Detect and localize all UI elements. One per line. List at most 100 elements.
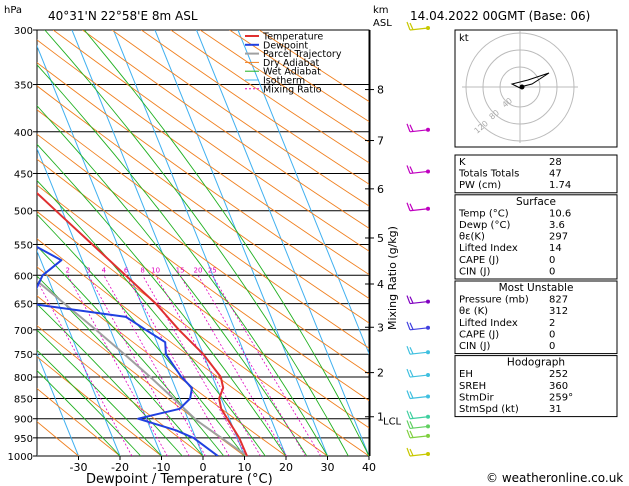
index-value: 10.6: [549, 208, 571, 219]
index-name: Temp (°C): [458, 208, 509, 219]
wind-barb: [406, 123, 430, 133]
legend-entry: Parcel Trajectory: [263, 49, 342, 60]
mixing-ratio-label: 10: [151, 266, 160, 274]
wind-barb-feather: [406, 368, 411, 378]
dry-adiabat-line: [37, 387, 121, 456]
dry-adiabat-line: [37, 266, 287, 456]
wind-barb: [406, 447, 430, 457]
index-value: 259°: [549, 392, 573, 403]
index-value: 47: [549, 169, 562, 180]
wind-barb-dot: [426, 127, 430, 132]
isotherm-line: [37, 249, 121, 456]
wet-adiabat-line: [37, 179, 266, 456]
wet-adiabat-line: [37, 303, 183, 456]
index-value: 360: [549, 381, 568, 392]
legend-entry: Wet Adiabat: [263, 67, 321, 78]
wind-barb-staff: [409, 453, 429, 457]
wind-barb-dot: [426, 299, 430, 304]
pressure-tick-label: 900: [14, 415, 33, 426]
height-axis: 8 7 6 5 4 3 2 1 LCL: [365, 30, 402, 456]
wind-barb: [406, 295, 430, 305]
most-unstable-box: [454, 280, 618, 355]
most-unstable-title: Most Unstable: [499, 282, 574, 294]
mixing-ratio-line: [103, 275, 206, 456]
mixing-ratio-line: [125, 275, 230, 456]
indices-table: K 28 Totals Totals 47 PW (cm) 1.74 Surface Temp…: [454, 154, 618, 418]
index-value: 0: [549, 266, 555, 277]
wind-barb-staff: [409, 208, 429, 212]
legend-entry: Dewpoint: [263, 40, 308, 51]
wind-barb: [406, 21, 430, 31]
height-tick-label: 5: [377, 232, 384, 245]
index-name: Dewp (°C): [459, 220, 510, 231]
skewt-plot: 1 2 3 4 6 8 10 15 20 25 3003504004505005506006507…: [8, 26, 376, 474]
index-name: Totals Totals: [458, 169, 519, 180]
height-tick-label: 4: [377, 278, 384, 291]
isotherm-line: [37, 147, 162, 456]
dry-adiabat-line: [37, 109, 369, 349]
legend-entry: Isotherm: [263, 76, 305, 87]
index-name: CIN (J): [459, 341, 490, 352]
index-name: EH: [459, 369, 473, 380]
wind-barb-feather: [409, 203, 414, 211]
wind-barb-dot: [426, 433, 430, 438]
pressure-tick-label: 500: [14, 207, 33, 218]
index-name: CAPE (J): [459, 329, 499, 340]
mixing-ratio-label: 2: [65, 266, 69, 274]
pressure-tick-label: 600: [14, 271, 33, 282]
wind-barb-feather: [406, 390, 411, 399]
pressure-tick-label: 1000: [8, 452, 33, 463]
dry-adiabat-line: [37, 158, 369, 402]
pressure-tick-label: 800: [14, 373, 33, 384]
wind-barb-feather: [409, 166, 414, 174]
wind-barb-feather: [406, 295, 411, 304]
wind-barb-staff: [409, 327, 429, 331]
index-name: CIN (J): [459, 266, 490, 277]
wet-adiabat-line: [37, 349, 142, 456]
wind-barb-feather: [409, 22, 414, 30]
pressure-tick-label: 850: [14, 394, 33, 405]
wind-barb-feather: [409, 369, 414, 377]
lcl-label: LCL: [383, 417, 402, 428]
isotherm-line: [196, 30, 369, 456]
index-value: 28: [549, 157, 562, 168]
pressure-tick-label: 750: [14, 350, 33, 361]
index-name: Lifted Index: [459, 243, 518, 254]
wind-barb: [406, 420, 430, 430]
legend-entry: Temperature: [262, 32, 323, 43]
index-name: PW (cm): [459, 180, 501, 191]
wind-barb-feather: [406, 202, 411, 211]
pressure-tick-label: 450: [14, 169, 33, 180]
index-name: StmSpd (kt): [459, 404, 519, 415]
mixing-ratio-label: 25: [208, 266, 217, 274]
wind-barb-feather: [409, 391, 414, 399]
wind-barb-feather: [409, 430, 414, 438]
wet-adiabat-line: [37, 213, 245, 456]
hpa-unit-label: hPa: [4, 5, 22, 16]
height-tick-label: 7: [377, 135, 384, 148]
wind-barb-feather: [409, 421, 414, 429]
wind-barb-dot: [426, 350, 430, 355]
wet-adiabat-line: [37, 329, 162, 456]
wind-barb-dot: [426, 373, 430, 378]
wind-barb-feather: [409, 346, 414, 355]
wind-barb-feather: [409, 411, 414, 419]
storm-motion-marker: [519, 84, 525, 90]
temperature-tick-label: 30: [321, 461, 335, 474]
dry-adiabat-line: [170, 30, 369, 164]
hodograph-frame: [454, 29, 618, 148]
mixing-ratio-label: 6: [124, 266, 129, 274]
height-tick-label: 2: [377, 367, 384, 380]
wind-barb-staff: [409, 416, 429, 420]
temperature-tick-label: 20: [279, 461, 293, 474]
wind-barb-feather: [406, 21, 411, 31]
wind-barb: [406, 321, 430, 331]
wind-barb-staff: [409, 170, 429, 175]
x-axis-label: Dewpoint / Temperature (°C): [86, 472, 273, 486]
dry-adiabat-line: [37, 85, 369, 324]
wind-barb-feather: [409, 322, 414, 330]
dry-adiabat-line: [37, 238, 328, 456]
wind-barb-feather: [409, 448, 414, 456]
